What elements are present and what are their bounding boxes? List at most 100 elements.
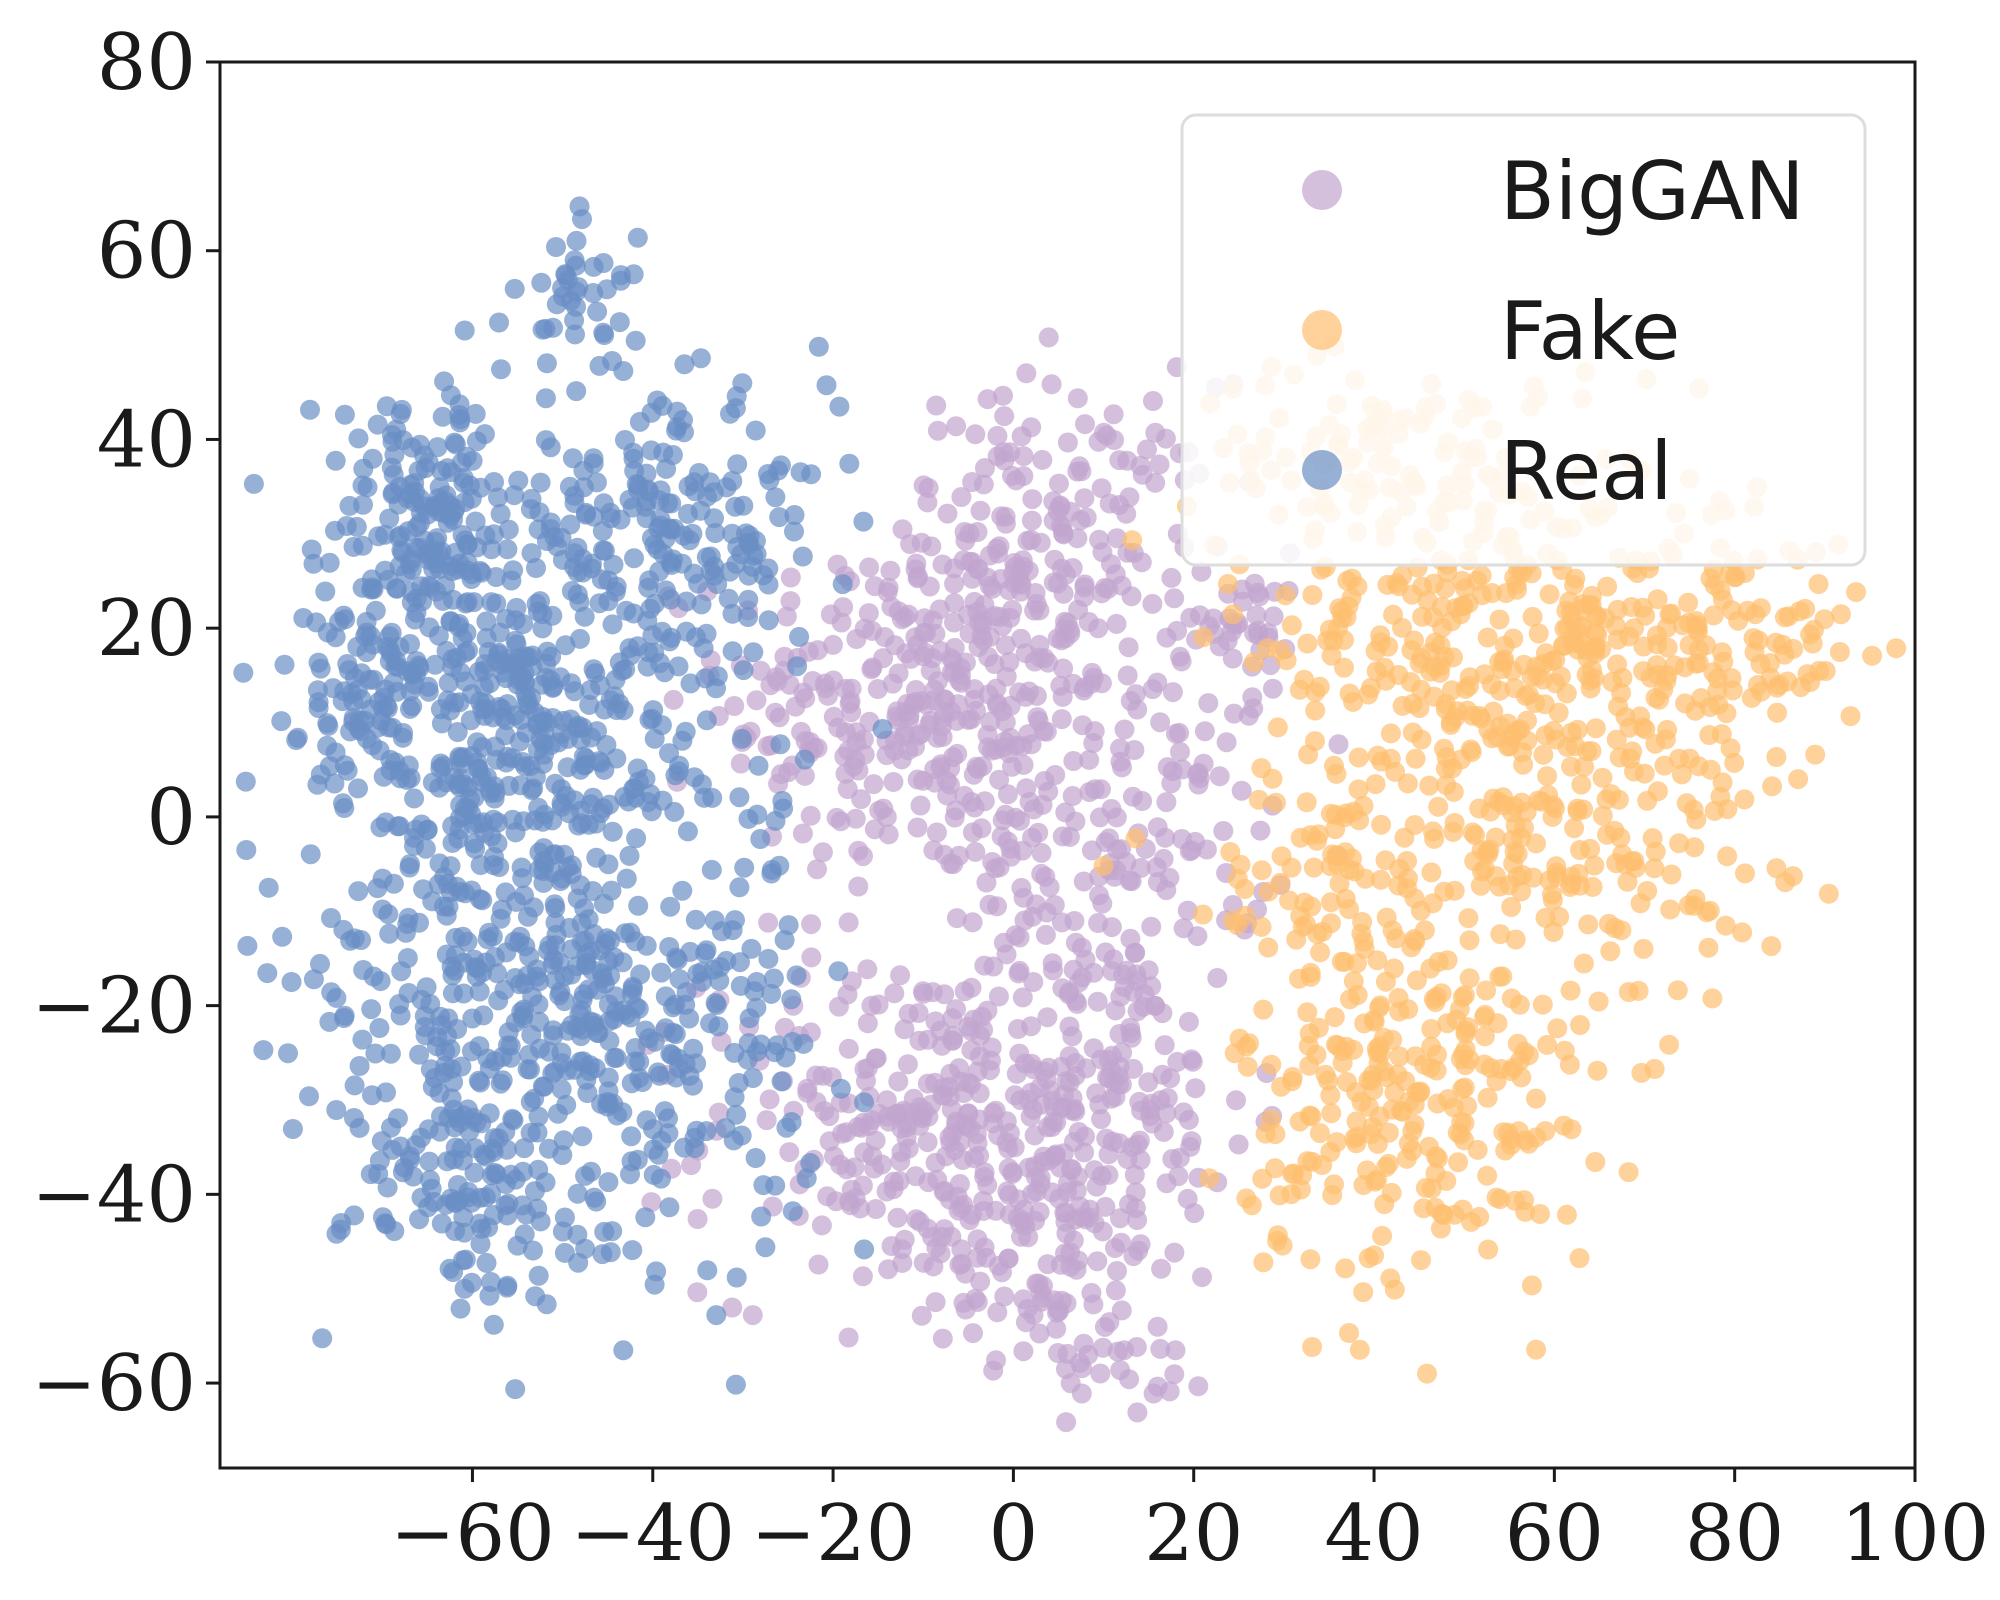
data-point xyxy=(1458,908,1479,929)
data-point xyxy=(800,1153,821,1173)
data-point xyxy=(1501,897,1522,917)
data-point xyxy=(1549,906,1570,927)
data-point xyxy=(1507,866,1528,887)
data-point xyxy=(790,462,811,483)
data-point xyxy=(1778,606,1799,627)
data-point xyxy=(458,1187,479,1208)
data-point xyxy=(416,977,437,998)
data-point xyxy=(1535,1121,1556,1142)
data-point xyxy=(1037,1007,1058,1028)
data-point xyxy=(1336,1072,1357,1092)
data-point xyxy=(680,941,701,962)
data-point xyxy=(1092,542,1113,563)
data-point xyxy=(390,404,411,424)
data-point xyxy=(761,863,782,884)
data-point xyxy=(377,1177,398,1198)
data-point xyxy=(325,742,346,763)
data-point xyxy=(1279,890,1300,911)
data-point xyxy=(1271,846,1292,867)
legend-marker-biggan xyxy=(1302,170,1342,210)
data-point xyxy=(405,609,425,630)
data-point xyxy=(1761,936,1782,957)
data-point xyxy=(888,1071,909,1092)
data-point xyxy=(616,1004,636,1025)
data-point xyxy=(660,1043,681,1064)
data-point xyxy=(857,1013,878,1034)
data-point xyxy=(1361,1070,1382,1091)
data-point xyxy=(1372,1225,1393,1246)
data-point xyxy=(1147,1376,1168,1397)
data-point xyxy=(612,660,633,681)
data-point xyxy=(474,822,495,843)
data-point xyxy=(1437,950,1458,971)
data-point xyxy=(1089,885,1109,906)
data-point xyxy=(570,628,590,649)
data-point xyxy=(1033,1146,1054,1167)
data-point xyxy=(1346,1111,1367,1132)
data-point xyxy=(979,627,1000,647)
legend-label-fake: Fake xyxy=(1500,285,1680,378)
data-point xyxy=(628,475,649,496)
data-point xyxy=(528,1265,549,1286)
data-point xyxy=(644,1274,665,1295)
data-point xyxy=(743,642,764,663)
data-point xyxy=(1448,1152,1469,1173)
data-point xyxy=(816,375,837,396)
y-tick-label: 20 xyxy=(97,584,196,674)
data-point xyxy=(272,926,293,947)
data-point xyxy=(926,395,947,416)
data-point xyxy=(1000,727,1021,748)
data-point xyxy=(1122,1137,1143,1158)
legend-marker-real xyxy=(1302,450,1342,490)
data-point xyxy=(1482,728,1503,749)
data-point xyxy=(406,588,427,609)
data-point xyxy=(963,1323,983,1344)
data-point xyxy=(1250,820,1271,841)
data-point xyxy=(351,663,372,684)
data-point xyxy=(1604,820,1625,841)
data-point xyxy=(971,818,992,839)
data-point xyxy=(352,1029,373,1050)
data-point xyxy=(453,472,474,493)
data-point xyxy=(457,1099,478,1120)
data-point xyxy=(1619,626,1640,647)
data-point xyxy=(583,453,604,474)
data-point xyxy=(1532,994,1553,1015)
data-point xyxy=(643,1164,664,1185)
data-point xyxy=(1251,758,1272,779)
data-point xyxy=(1141,1093,1162,1114)
data-point xyxy=(673,525,694,546)
data-point xyxy=(1310,942,1331,963)
data-point xyxy=(1426,1146,1446,1167)
data-point xyxy=(535,388,556,409)
data-point xyxy=(437,512,458,533)
data-point xyxy=(770,734,791,755)
data-point xyxy=(357,477,378,498)
data-point xyxy=(498,519,519,540)
data-point xyxy=(476,611,497,632)
data-point xyxy=(1419,775,1440,796)
data-point xyxy=(378,569,399,590)
data-point xyxy=(716,477,737,498)
data-point xyxy=(1091,478,1112,499)
data-point xyxy=(930,757,951,778)
data-point xyxy=(1477,1087,1498,1108)
data-point xyxy=(1538,785,1559,805)
data-point xyxy=(529,1011,550,1032)
data-point xyxy=(890,965,911,986)
data-point xyxy=(1526,833,1546,854)
data-point xyxy=(1721,668,1742,689)
data-point xyxy=(418,681,439,702)
data-point xyxy=(476,1252,497,1273)
y-axis: −60 −40 −20 0 20 40 60 80 xyxy=(31,18,220,1429)
data-point xyxy=(1371,814,1392,835)
x-tick-label: 100 xyxy=(1841,1489,1990,1579)
data-point xyxy=(522,645,543,666)
data-point xyxy=(895,607,916,628)
data-point xyxy=(488,990,509,1011)
data-point xyxy=(530,1038,550,1059)
data-point xyxy=(233,662,254,683)
data-point xyxy=(1477,627,1498,648)
data-point xyxy=(972,756,993,777)
data-point xyxy=(1380,1268,1401,1289)
